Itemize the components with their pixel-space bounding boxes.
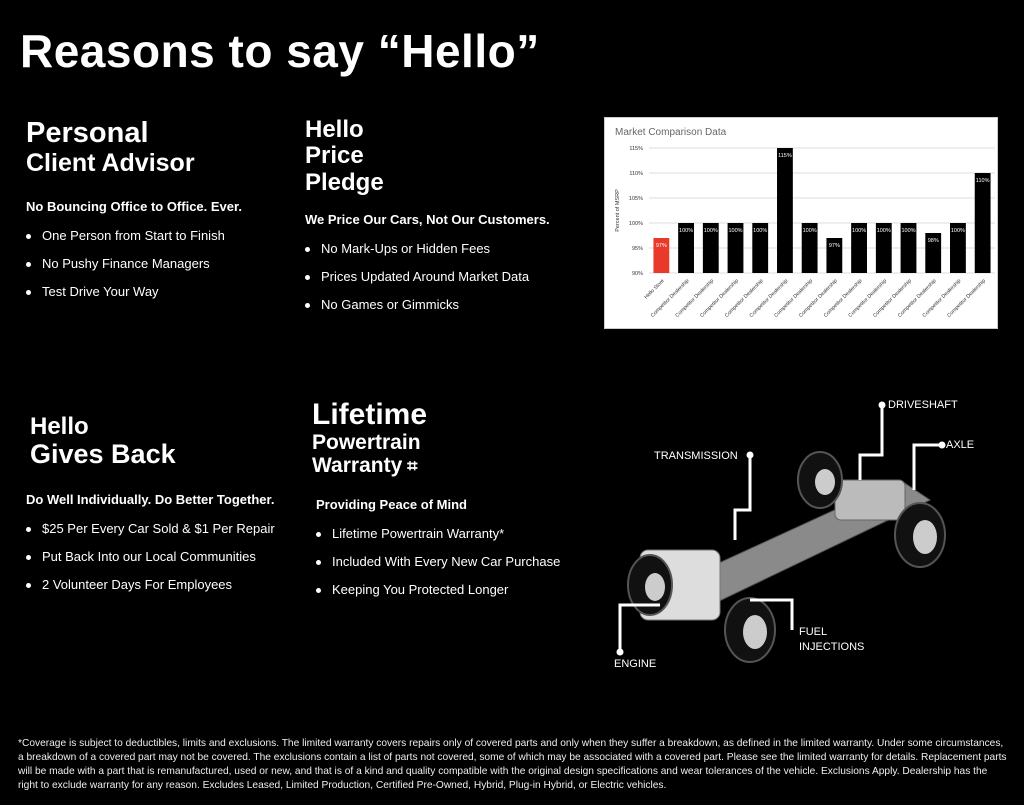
section-title-line: Pledge: [305, 168, 384, 196]
bar: [851, 223, 867, 273]
y-tick-label: 100%: [629, 221, 643, 227]
section-title-line: Price: [305, 142, 364, 170]
bar-data-label: 110%: [976, 178, 990, 184]
section-title-line: Personal: [26, 117, 149, 149]
section-title-line: Gives Back: [30, 439, 176, 470]
bullet-item: Lifetime Powertrain Warranty*: [316, 526, 560, 541]
bar-data-label: 100%: [753, 228, 767, 234]
bullet-item: $25 Per Every Car Sold & $1 Per Repair: [26, 521, 275, 536]
section-client-advisor: Personal Client Advisor No Bouncing Offi…: [26, 117, 242, 312]
bullet-item: Prices Updated Around Market Data: [305, 269, 550, 284]
market-comparison-chart: Market Comparison Data 90% 95% 100% 105% 110…: [604, 117, 998, 329]
bar-data-label: 100%: [704, 228, 718, 234]
callout-lines: [618, 405, 942, 652]
bar: [900, 223, 917, 273]
section-title-line: Warranty: [312, 454, 403, 478]
section-gives-back: Hello Gives Back Do Well Individually. D…: [26, 413, 275, 605]
page-title: Reasons to say “Hello”: [20, 25, 540, 77]
footnote: *Coverage is subject to deductibles, lim…: [18, 738, 1007, 791]
label-axle: AXLE: [946, 439, 975, 451]
bar-data-label: 100%: [728, 228, 742, 234]
bullet-item: 2 Volunteer Days For Employees: [26, 577, 275, 592]
bar: [925, 233, 942, 273]
bullet-item: Test Drive Your Way: [26, 284, 242, 299]
section-subtitle: We Price Our Cars, Not Our Customers.: [305, 212, 550, 228]
y-axis-label: Percent of MSRP: [615, 189, 621, 232]
bar-data-label: 100%: [803, 228, 817, 234]
section-title-line: Hello: [305, 116, 364, 143]
bullet-item: One Person from Start to Finish: [26, 228, 242, 243]
bar-data-label: 100%: [852, 228, 866, 234]
bar: [875, 223, 892, 273]
bullet-item: Included With Every New Car Purchase: [316, 554, 560, 569]
section-powertrain-warranty: Lifetime Powertrain Warranty ⌗ Providing…: [312, 398, 560, 610]
bar: [974, 173, 991, 273]
bar-data-label: 100%: [951, 228, 965, 234]
section-price-pledge: Hello Price Pledge We Price Our Cars, No…: [305, 116, 550, 325]
y-tick-label: 95%: [632, 246, 643, 252]
bar-data-label: 98%: [928, 238, 939, 244]
bar: [777, 148, 793, 273]
bar: [801, 223, 818, 273]
section-title-line: Client Advisor: [26, 148, 195, 177]
section-subtitle: Providing Peace of Mind: [316, 497, 467, 513]
bullet-item: No Pushy Finance Managers: [26, 256, 242, 271]
label-engine: ENGINE: [614, 658, 657, 670]
bar: [727, 223, 744, 273]
chart-svg: 90% 95% 100% 105% 110% 115% Percent of MSRP 97%…: [615, 146, 995, 319]
y-tick-label: 110%: [629, 171, 643, 177]
bar-data-label: 100%: [901, 228, 915, 234]
bar-data-label: 115%: [778, 153, 792, 159]
section-title-line: Hello: [30, 413, 89, 440]
bar: [826, 238, 843, 273]
bullet-item: Keeping You Protected Longer: [316, 582, 560, 597]
powertrain-icon: ⌗: [402, 456, 418, 477]
x-tick-label: Hello Store: [643, 278, 665, 300]
y-tick-label: 115%: [629, 146, 643, 152]
bar-data-label: 100%: [877, 228, 891, 234]
bar: [950, 223, 966, 273]
bullet-item: Put Back Into our Local Communities: [26, 549, 275, 564]
label-driveshaft: DRIVESHAFT: [888, 399, 958, 411]
section-title-line: Lifetime: [312, 398, 428, 431]
section-title-line: Powertrain: [312, 431, 421, 454]
bar-data-label: 97%: [656, 243, 667, 249]
section-subtitle: No Bouncing Office to Office. Ever.: [26, 199, 242, 215]
bullet-item: No Mark-Ups or Hidden Fees: [305, 241, 550, 256]
chassis-diagram: [616, 401, 946, 663]
bar: [752, 223, 769, 273]
bar-data-label: 100%: [679, 228, 693, 234]
bar: [678, 223, 694, 273]
chart-title: Market Comparison Data: [615, 127, 727, 138]
bar: [702, 223, 719, 273]
label-transmission: TRANSMISSION: [654, 450, 738, 462]
label-fuel-injections: FUEL INJECTIONS: [799, 626, 865, 653]
y-tick-label: 105%: [629, 196, 643, 202]
bar-data-label: 97%: [829, 243, 840, 249]
bar: [653, 238, 670, 273]
section-subtitle: Do Well Individually. Do Better Together…: [26, 492, 275, 508]
bullet-item: No Games or Gimmicks: [305, 297, 550, 312]
y-tick-label: 90%: [632, 271, 643, 277]
